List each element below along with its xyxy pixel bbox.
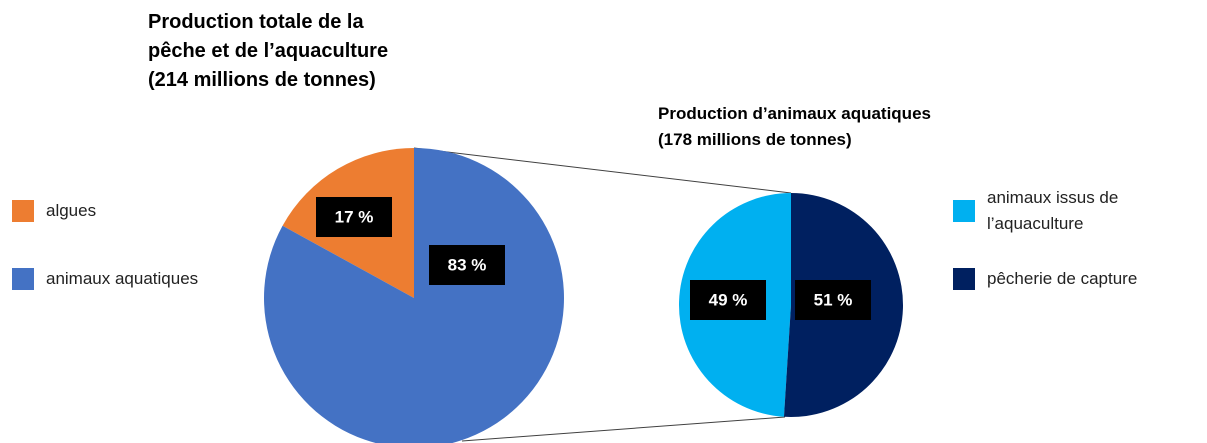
connector-line (461, 416, 786, 442)
chart-title: Production totale de la pêche et de l’aqu… (148, 12, 388, 99)
legend-swatch (953, 200, 975, 222)
title-line: (214 millions de tonnes) (148, 69, 376, 91)
legend-item: animaux aquatiques (12, 266, 198, 292)
title-line: pêche et de l’aquaculture (148, 40, 389, 62)
legend-label: animaux issus de l’aquaculture (987, 188, 1119, 233)
legend-swatch (12, 200, 34, 222)
chart-title: Production d’animaux aquatiques (178 mill… (658, 105, 931, 157)
value-label-box (316, 197, 392, 237)
title-line: (178 millions de tonnes) (658, 130, 852, 149)
legend-label: animaux aquatiques (46, 269, 199, 288)
value-label-box (429, 245, 505, 285)
value-label: 83 % (448, 255, 487, 274)
value-label: 17 % (335, 207, 374, 226)
pie-slice (264, 148, 564, 443)
legend-item: pêcherie de capture (953, 266, 1137, 292)
legend-item: algues (12, 198, 96, 224)
title-line: Production totale de la (148, 11, 364, 33)
legend-swatch (12, 268, 34, 290)
legend-item: animaux issus de l’aquaculture (953, 185, 1123, 237)
value-label: 51 % (814, 290, 853, 309)
legend-label: algues (46, 201, 97, 220)
value-label-box (690, 280, 766, 320)
value-label: 49 % (709, 290, 748, 309)
legend-swatch (953, 268, 975, 290)
title-line: Production d’animaux aquatiques (658, 104, 931, 123)
connector-line (413, 147, 792, 194)
legend-label: pêcherie de capture (987, 269, 1138, 288)
value-label-box (795, 280, 871, 320)
